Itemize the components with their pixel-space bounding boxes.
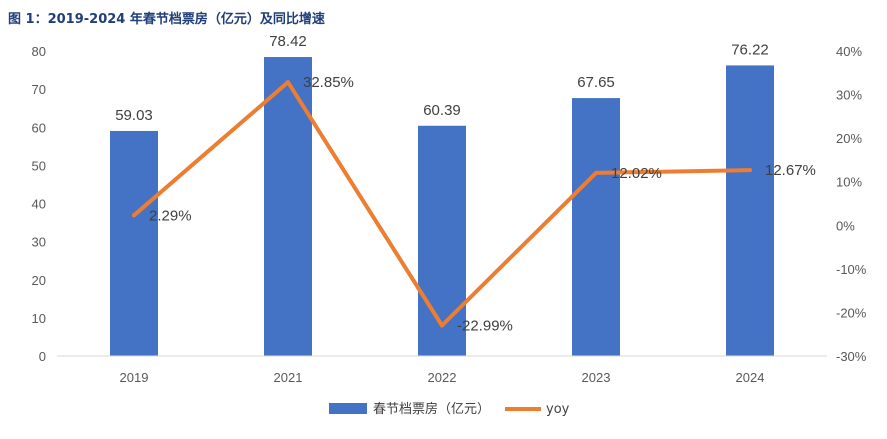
yoy-point-2022 — [440, 323, 444, 328]
yoy-point-2023 — [594, 170, 598, 175]
legend-bar-label: 春节档票房（亿元） — [373, 401, 490, 417]
bar-value-label: 60.39 — [423, 102, 461, 119]
bar-value-label: 78.42 — [269, 33, 307, 50]
data-labels: 59.03 78.42 60.39 67.65 76.22 2.29% 32.85% -22.… — [115, 33, 816, 334]
right-axis-tick-label: 40% — [836, 44, 862, 59]
left-axis-tick-label: 0 — [39, 349, 46, 364]
yoy-value-label: 32.85% — [303, 74, 354, 91]
left-axis-tick-label: 20 — [32, 273, 46, 288]
left-axis-tick-label: 30 — [32, 235, 46, 250]
chart-title: 图 1：2019-2024 年春节档票房（亿元）及同比增速 — [8, 12, 325, 27]
yoy-point-2024 — [748, 168, 752, 173]
bar-2023 — [572, 98, 620, 356]
yoy-line-series — [132, 80, 752, 328]
left-axis-tick-label: 70 — [32, 82, 46, 97]
x-axis-tick-label: 2019 — [120, 370, 149, 385]
left-axis-tick-label: 80 — [32, 44, 46, 59]
bar-2021 — [264, 57, 312, 357]
legend-bar-swatch — [329, 403, 367, 414]
yoy-point-2021 — [286, 80, 290, 85]
right-axis-tick-label: 10% — [836, 175, 862, 190]
legend-line-label: yoy — [546, 402, 570, 417]
bar-2024 — [726, 65, 774, 356]
bar-value-label: 67.65 — [577, 74, 615, 91]
right-axis-tick-label: 20% — [836, 131, 862, 146]
x-axis-tick-label: 2023 — [582, 370, 611, 385]
yoy-point-2019 — [132, 213, 136, 218]
right-axis-tick-label: 30% — [836, 88, 862, 103]
yoy-value-label: 12.02% — [611, 165, 662, 182]
left-axis-tick-label: 40 — [32, 197, 46, 212]
yoy-value-label: 2.29% — [149, 207, 192, 224]
legend: 春节档票房（亿元） yoy — [329, 401, 570, 417]
right-axis-tick-label: 0% — [836, 218, 855, 233]
x-axis-ticks: 2019 2021 2022 2023 2024 — [120, 370, 765, 385]
bar-value-label: 76.22 — [731, 41, 769, 58]
left-axis: 0 10 20 30 40 50 60 70 80 — [32, 44, 46, 364]
yoy-value-label: 12.67% — [765, 162, 816, 179]
x-axis-tick-label: 2022 — [428, 370, 457, 385]
left-axis-tick-label: 10 — [32, 311, 46, 326]
right-axis-tick-label: -20% — [836, 305, 867, 320]
right-axis-tick-label: -10% — [836, 262, 867, 277]
left-axis-tick-label: 60 — [32, 120, 46, 135]
x-axis-tick-label: 2021 — [274, 370, 303, 385]
bar-series — [110, 57, 774, 357]
right-axis: -30% -20% -10% 0% 10% 20% 30% 40% — [836, 44, 867, 364]
bar-value-label: 59.03 — [115, 107, 153, 124]
bar-2019 — [110, 130, 158, 356]
x-axis-tick-label: 2024 — [736, 370, 765, 385]
yoy-value-label: -22.99% — [457, 317, 513, 334]
left-axis-tick-label: 50 — [32, 158, 46, 173]
bar-2022 — [418, 125, 466, 356]
right-axis-tick-label: -30% — [836, 349, 867, 364]
